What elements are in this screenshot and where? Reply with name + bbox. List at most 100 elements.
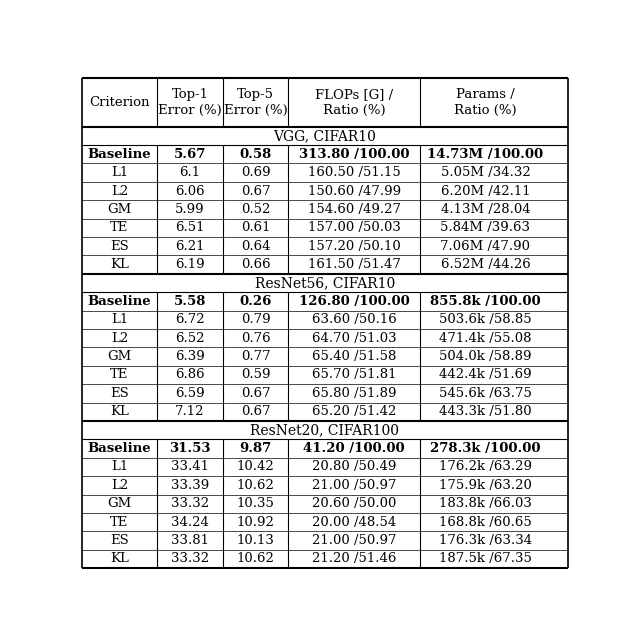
Text: 161.50 /51.47: 161.50 /51.47 [307,258,401,271]
Text: 10.62: 10.62 [236,479,275,492]
Text: 33.32: 33.32 [171,552,209,565]
Text: 20.80 /50.49: 20.80 /50.49 [312,460,396,474]
Text: KL: KL [110,405,129,419]
Text: 10.13: 10.13 [236,534,275,547]
Text: 6.72: 6.72 [175,314,205,326]
Text: 14.73M /100.00: 14.73M /100.00 [427,148,543,161]
Text: 0.66: 0.66 [241,258,271,271]
Text: 7.12: 7.12 [175,405,205,419]
Text: 6.1: 6.1 [179,166,200,179]
Text: 0.61: 0.61 [241,221,270,234]
Text: L1: L1 [111,460,128,474]
Text: 176.2k /63.29: 176.2k /63.29 [439,460,532,474]
Text: GM: GM [107,497,131,510]
Text: 65.80 /51.89: 65.80 /51.89 [312,387,396,400]
Text: 168.8k /60.65: 168.8k /60.65 [439,516,532,529]
Text: KL: KL [110,258,129,271]
Text: 20.00 /48.54: 20.00 /48.54 [312,516,396,529]
Text: KL: KL [110,552,129,565]
Text: 65.70 /51.81: 65.70 /51.81 [312,369,396,381]
Text: 0.67: 0.67 [241,387,271,400]
Text: L2: L2 [111,332,128,345]
Text: 0.76: 0.76 [241,332,271,345]
Text: 9.87: 9.87 [240,442,272,455]
Text: Baseline: Baseline [87,442,152,455]
Text: 21.00 /50.97: 21.00 /50.97 [312,534,396,547]
Text: 6.51: 6.51 [175,221,205,234]
Text: 0.67: 0.67 [241,184,271,198]
Text: 313.80 /100.00: 313.80 /100.00 [299,148,410,161]
Text: 21.00 /50.97: 21.00 /50.97 [312,479,396,492]
Text: 31.53: 31.53 [169,442,210,455]
Text: 10.35: 10.35 [236,497,275,510]
Text: Params /
Ratio (%): Params / Ratio (%) [454,88,517,116]
Text: 10.42: 10.42 [236,460,275,474]
Text: 0.26: 0.26 [240,295,272,308]
Text: 21.20 /51.46: 21.20 /51.46 [312,552,396,565]
Text: 63.60 /50.16: 63.60 /50.16 [312,314,396,326]
Text: GM: GM [107,350,131,363]
Text: VGG, CIFAR10: VGG, CIFAR10 [273,129,377,143]
Text: FLOPs [G] /
Ratio (%): FLOPs [G] / Ratio (%) [315,88,393,116]
Text: 0.69: 0.69 [241,166,271,179]
Text: 6.86: 6.86 [175,369,205,381]
Text: 33.39: 33.39 [171,479,209,492]
Text: 6.52M /44.26: 6.52M /44.26 [441,258,530,271]
Text: Top-5
Error (%): Top-5 Error (%) [224,88,287,116]
Text: 6.19: 6.19 [175,258,205,271]
Text: 0.79: 0.79 [241,314,271,326]
Text: 10.92: 10.92 [236,516,275,529]
Text: Baseline: Baseline [87,148,152,161]
Text: L1: L1 [111,166,128,179]
Text: L2: L2 [111,184,128,198]
Text: 443.3k /51.80: 443.3k /51.80 [439,405,532,419]
Text: 183.8k /66.03: 183.8k /66.03 [439,497,532,510]
Text: 0.58: 0.58 [240,148,272,161]
Text: 10.62: 10.62 [236,552,275,565]
Text: 187.5k /67.35: 187.5k /67.35 [439,552,532,565]
Text: 157.00 /50.03: 157.00 /50.03 [307,221,401,234]
Text: 65.20 /51.42: 65.20 /51.42 [312,405,396,419]
Text: 0.64: 0.64 [241,240,270,253]
Text: ES: ES [110,534,129,547]
Text: 176.3k /63.34: 176.3k /63.34 [439,534,532,547]
Text: ResNet56, CIFAR10: ResNet56, CIFAR10 [255,276,395,290]
Text: 157.20 /50.10: 157.20 /50.10 [307,240,401,253]
Text: 5.05M /34.32: 5.05M /34.32 [441,166,530,179]
Text: 6.59: 6.59 [175,387,205,400]
Text: 5.99: 5.99 [175,203,205,216]
Text: 278.3k /100.00: 278.3k /100.00 [430,442,541,455]
Text: 41.20 /100.00: 41.20 /100.00 [303,442,405,455]
Text: 126.80 /100.00: 126.80 /100.00 [299,295,410,308]
Text: 64.70 /51.03: 64.70 /51.03 [312,332,396,345]
Text: ES: ES [110,387,129,400]
Text: 4.13M /28.04: 4.13M /28.04 [441,203,530,216]
Text: 471.4k /55.08: 471.4k /55.08 [439,332,532,345]
Text: 7.06M /47.90: 7.06M /47.90 [441,240,531,253]
Text: 33.41: 33.41 [171,460,209,474]
Text: ResNet20, CIFAR100: ResNet20, CIFAR100 [250,423,399,437]
Text: 154.60 /49.27: 154.60 /49.27 [307,203,401,216]
Text: 0.77: 0.77 [241,350,271,363]
Text: 34.24: 34.24 [171,516,209,529]
Text: 6.52: 6.52 [175,332,205,345]
Text: TE: TE [110,516,129,529]
Text: GM: GM [107,203,131,216]
Text: 504.0k /58.89: 504.0k /58.89 [439,350,532,363]
Text: 855.8k /100.00: 855.8k /100.00 [430,295,541,308]
Text: 6.06: 6.06 [175,184,205,198]
Text: 20.60 /50.00: 20.60 /50.00 [312,497,396,510]
Text: 6.21: 6.21 [175,240,205,253]
Text: L2: L2 [111,479,128,492]
Text: 33.32: 33.32 [171,497,209,510]
Text: 6.20M /42.11: 6.20M /42.11 [441,184,530,198]
Text: 5.84M /39.63: 5.84M /39.63 [441,221,531,234]
Text: ES: ES [110,240,129,253]
Text: TE: TE [110,369,129,381]
Text: Top-1
Error (%): Top-1 Error (%) [158,88,222,116]
Text: 5.58: 5.58 [174,295,206,308]
Text: 5.67: 5.67 [174,148,206,161]
Text: 503.6k /58.85: 503.6k /58.85 [439,314,532,326]
Text: 6.39: 6.39 [175,350,205,363]
Text: 175.9k /63.20: 175.9k /63.20 [439,479,532,492]
